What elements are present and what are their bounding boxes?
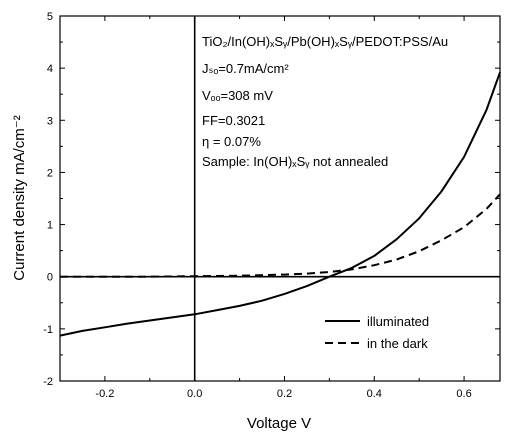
- x-tick-label: 0.2: [277, 388, 292, 400]
- y-axis-label: Current density mA/cm⁻²: [11, 115, 28, 280]
- series-line-illuminated: [59, 71, 501, 337]
- series-line-in-the-dark: [60, 193, 501, 278]
- y-tick-label: 5: [47, 11, 53, 23]
- y-tick-label: 2: [47, 167, 53, 179]
- ticks-layer: -2 -1 0 1 2 3 4 5 -0.2 0.0 0.2 0.4 0.6: [43, 11, 500, 400]
- x-tick-label: 0.6: [456, 388, 471, 400]
- x-axis-label: Voltage V: [247, 415, 311, 432]
- x-tick-label: 0.0: [187, 388, 202, 400]
- legend: illuminated in the dark: [325, 314, 429, 351]
- axes-layer: [59, 15, 501, 382]
- annotation-voc: Vₒₒ=308 mV: [202, 88, 273, 103]
- legend-label-dark: in the dark: [367, 336, 428, 351]
- y-tick-label: -2: [43, 376, 53, 388]
- plot-frame: [59, 15, 501, 382]
- x-tick-label: -0.2: [95, 388, 114, 400]
- annotation-jsc: Jₛₒ=0.7mA/cm²: [202, 61, 289, 76]
- annotation-sample: Sample: In(OH)ₓSᵧ not annealed: [202, 154, 388, 169]
- x-tick-label: 0.4: [367, 388, 382, 400]
- y-tick-label: 3: [47, 115, 53, 127]
- y-tick-label: 4: [47, 63, 53, 75]
- y-tick-label: 1: [47, 220, 53, 232]
- legend-label-illuminated: illuminated: [367, 314, 429, 329]
- annotation-block: TiO₂/In(OH)ₓSᵧ/Pb(OH)ₓSᵧ/PEDOT:PSS/Au Jₛ…: [202, 34, 448, 169]
- annotation-efficiency: η = 0.07%: [202, 134, 261, 149]
- y-tick-label: 0: [47, 272, 53, 284]
- series-layer: [59, 71, 501, 337]
- y-tick-label: -1: [43, 324, 53, 336]
- annotation-device: TiO₂/In(OH)ₓSᵧ/Pb(OH)ₓSᵧ/PEDOT:PSS/Au: [202, 34, 448, 49]
- annotation-ff: FF=0.3021: [202, 113, 265, 128]
